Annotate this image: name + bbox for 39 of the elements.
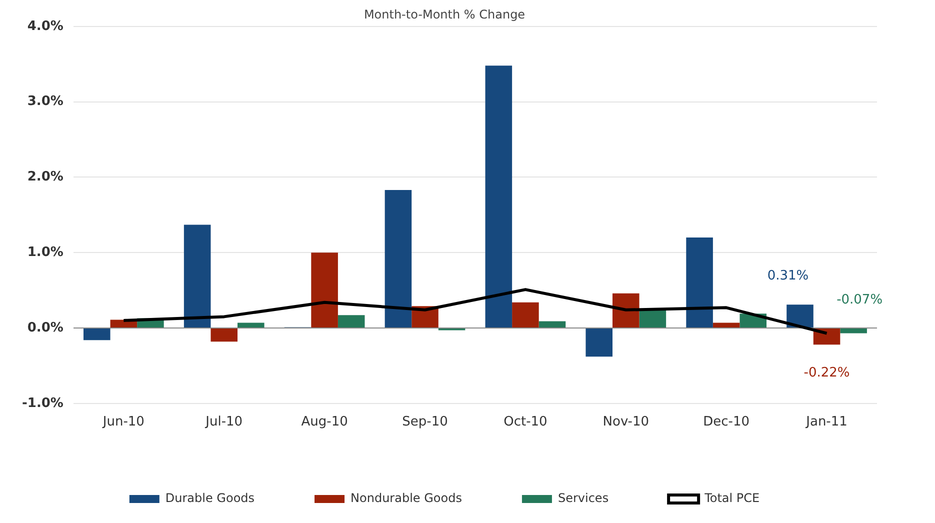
x-tick-label: Jul-10 (204, 414, 243, 430)
legend-label: Durable Goods (165, 491, 255, 506)
data-label: 0.31% (767, 268, 809, 284)
y-tick-label: 2.0% (27, 170, 64, 185)
x-tick-label: Jun-10 (102, 414, 144, 430)
data-label: -0.07% (836, 292, 883, 308)
bar (338, 315, 365, 328)
bar (485, 66, 512, 328)
y-tick-label: 4.0% (27, 18, 64, 34)
y-tick-label: 1.0% (27, 244, 64, 260)
bar (612, 293, 640, 328)
chart-title: Month-to-Month % Change (364, 7, 526, 22)
x-tick-label: Dec-10 (703, 414, 750, 430)
y-tick-label: -1.0% (22, 396, 64, 411)
x-tick-label: Oct-10 (504, 414, 548, 430)
bar (639, 310, 666, 328)
legend-label: Services (558, 491, 609, 506)
x-tick-label: Sep-10 (402, 414, 448, 430)
bar (786, 304, 814, 328)
bar (712, 322, 740, 328)
y-tick-label: 3.0% (27, 94, 64, 110)
legend-label: Total PCE (704, 491, 760, 506)
bar (840, 328, 867, 334)
x-tick-label: Jan-11 (805, 414, 848, 430)
bar (586, 328, 612, 357)
bar (686, 238, 713, 328)
data-label: -0.22% (804, 365, 850, 380)
bar (83, 328, 110, 340)
x-tick-label: Aug-10 (301, 414, 348, 430)
x-tick-label: Nov-10 (602, 414, 650, 430)
bar (538, 321, 566, 328)
bar (210, 328, 238, 342)
bar (184, 224, 211, 328)
bar (384, 190, 412, 328)
legend-label: Nondurable Goods (350, 491, 462, 506)
y-tick-label: 0.0% (27, 320, 64, 336)
bar (311, 252, 338, 328)
bar (238, 322, 264, 328)
bar (512, 302, 539, 328)
